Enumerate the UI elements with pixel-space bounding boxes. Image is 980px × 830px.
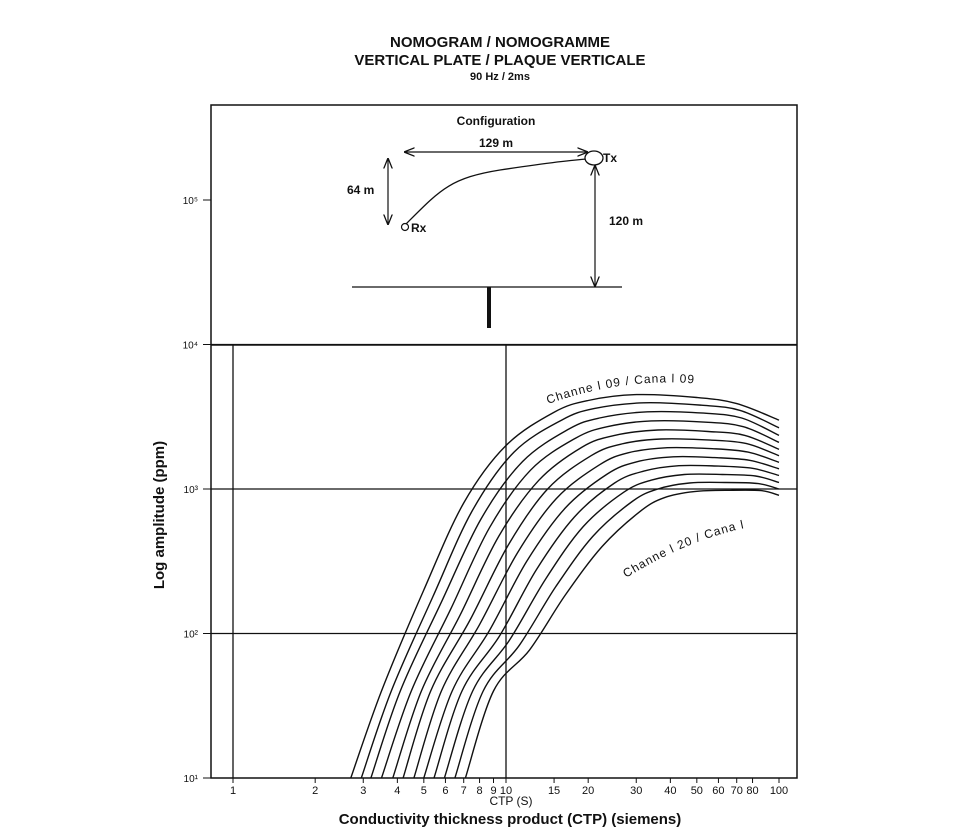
- x-tick-label: 3: [360, 785, 366, 797]
- tow-cable: [405, 158, 589, 225]
- x-tick-label: 5: [421, 785, 427, 797]
- tx-label: Tx: [603, 151, 617, 165]
- x-tick-label: 70: [731, 785, 743, 797]
- x-tick-label: 30: [630, 785, 642, 797]
- x-axis-title: Conductivity thickness product (CTP) (si…: [339, 811, 682, 828]
- y-tick-label: 10²: [184, 630, 199, 641]
- x-tick-label: 8: [476, 785, 482, 797]
- channel-15-curve: [413, 446, 780, 779]
- y-tick-label: 10¹: [184, 774, 199, 785]
- horizontal-distance-label: 129 m: [479, 136, 513, 150]
- transmitter-icon: [584, 150, 604, 166]
- receiver-icon: [400, 222, 410, 232]
- y-axis-ticks: 10¹ 10² 10³ 10⁴ 10⁵: [183, 196, 211, 785]
- x-tick-label: 60: [712, 785, 724, 797]
- curve-label-top: Channe l 09 / Cana l 09: [545, 371, 696, 406]
- curve-label-bottom: Channe l 20 / Cana l: [620, 517, 745, 580]
- x-tick-label: 4: [394, 785, 400, 797]
- x-tick-label: 40: [664, 785, 676, 797]
- y-tick-label: 10⁴: [183, 341, 198, 352]
- channel-18-curve: [443, 473, 780, 779]
- nomogram-title: NOMOGRAM / NOMOGRAMME: [390, 34, 610, 51]
- x-tick-label: 50: [691, 785, 703, 797]
- x-tick-label: 10: [500, 785, 512, 797]
- x-tick-label: 100: [770, 785, 788, 797]
- vertical-offset-label: 64 m: [347, 183, 374, 197]
- chart-grid: [211, 343, 797, 778]
- height-label: 120 m: [609, 214, 643, 228]
- channel-19-curve: [454, 481, 780, 779]
- x-axis-short-label: CTP (S): [489, 794, 532, 808]
- x-tick-label: 15: [548, 785, 560, 797]
- rx-label: Rx: [411, 221, 427, 235]
- channel-11-curve: [370, 410, 780, 779]
- channel-17-curve: [433, 464, 780, 779]
- x-tick-label: 1: [230, 785, 236, 797]
- x-tick-label: 7: [461, 785, 467, 797]
- curve-label-bottom-text: Channe l 20 / Cana l: [620, 517, 744, 580]
- curve-label-top-text: Channe l 09 / Cana l 09: [545, 371, 695, 406]
- channel-curves: [350, 393, 780, 779]
- channel-10-curve: [360, 401, 780, 779]
- plot-frame: [210, 104, 798, 779]
- x-tick-label: 20: [582, 785, 594, 797]
- channel-16-curve: [423, 455, 780, 779]
- nomogram-subtitle: VERTICAL PLATE / PLAQUE VERTICALE: [354, 52, 646, 69]
- x-tick-label: 9: [490, 785, 496, 797]
- configuration-diagram: Configuration 129 m 64 m Tx Rx 120 m: [347, 114, 643, 328]
- y-tick-label: 10⁵: [183, 196, 198, 207]
- x-tick-label: 80: [746, 785, 758, 797]
- y-axis-title: Log amplitude (ppm): [151, 441, 168, 589]
- y-tick-label: 10³: [184, 485, 199, 496]
- x-axis-ticks: 1 2 3 4 5 6 7 8 9 10 15 20 30 40 50 60 70 80 100: [230, 778, 788, 797]
- channel-9-curve: [350, 393, 780, 779]
- x-tick-label: 2: [312, 785, 318, 797]
- vertical-plate: [487, 287, 491, 328]
- configuration-title: Configuration: [457, 114, 536, 128]
- channel-12-curve: [380, 419, 780, 779]
- x-tick-label: 6: [442, 785, 448, 797]
- channel-20-curve: [464, 489, 780, 779]
- channel-13-curve: [392, 429, 780, 779]
- nomogram-timing: 90 Hz / 2ms: [470, 71, 530, 83]
- channel-14-curve: [402, 438, 780, 779]
